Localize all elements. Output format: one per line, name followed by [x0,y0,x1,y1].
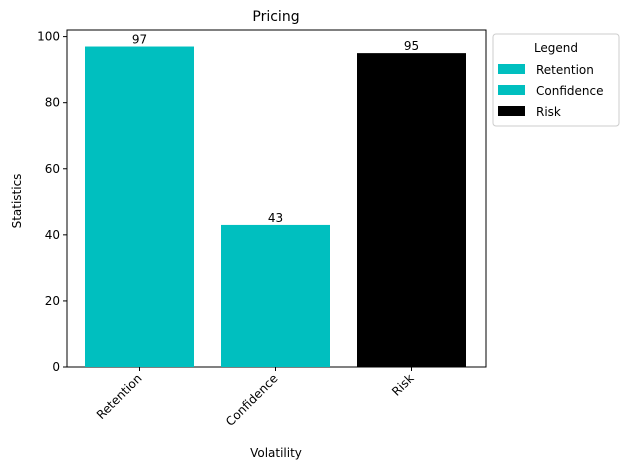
legend-entries: Retention Confidence Risk [498,63,603,119]
y-tick-label: 80 [45,96,60,110]
y-tick-label: 60 [45,162,60,176]
y-axis-label: Statistics [10,174,24,229]
legend-swatch-retention [498,64,525,74]
x-tick-label-risk: Risk [389,371,417,399]
legend-swatch-confidence [498,85,525,95]
legend: Legend Retention Confidence Risk [492,33,620,127]
data-label-retention: 97 [132,33,147,47]
bar-confidence [221,224,330,367]
legend-entry-risk: Risk [536,105,561,119]
x-axis: Retention Confidence Risk [94,367,417,429]
legend-entry-confidence: Confidence [536,84,603,98]
x-axis-label: Volatility [250,446,302,460]
y-tick-label: 40 [45,228,60,242]
legend-entry-retention: Retention [536,63,594,77]
data-label-confidence: 43 [268,211,283,225]
x-tick-label-confidence: Confidence [223,371,281,429]
bar-risk [357,53,466,368]
data-labels: 97 43 95 [132,33,419,225]
y-tick-label: 0 [52,360,60,374]
legend-swatch-risk [498,106,525,116]
bar-retention [85,46,194,368]
y-tick-label: 20 [45,294,60,308]
y-tick-label: 100 [37,30,60,44]
bars [85,46,466,368]
y-axis: 0 20 40 60 80 100 [37,30,67,374]
legend-frame [492,33,620,127]
x-tick-label-retention: Retention [94,371,145,422]
legend-title: Legend [534,41,578,55]
chart-title: Pricing [252,9,299,25]
data-label-risk: 95 [404,39,419,53]
